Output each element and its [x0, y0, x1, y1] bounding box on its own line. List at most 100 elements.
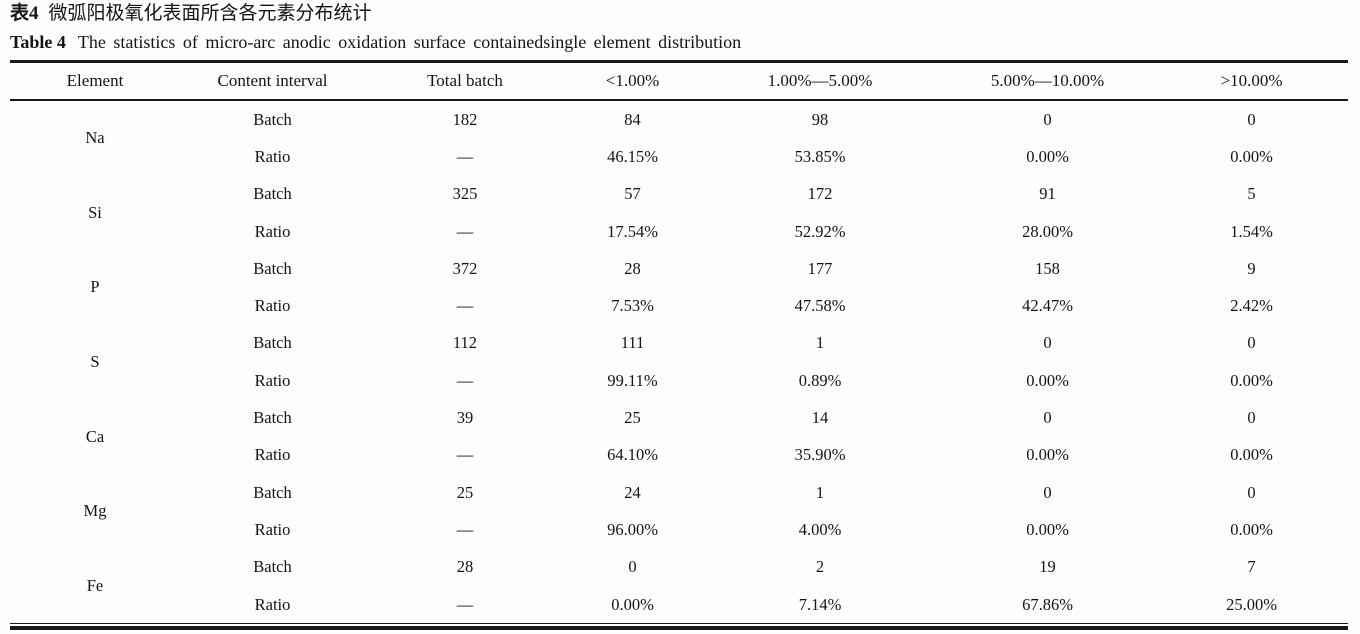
- row-type-cell-batch: Batch: [253, 333, 292, 353]
- batch-value-cell-1: 24: [624, 482, 641, 502]
- ratio-value-cell-3: 0.00%: [1026, 370, 1069, 390]
- batch-value-cell-1: 25: [624, 408, 641, 428]
- batch-value-cell-0: 25: [456, 482, 474, 502]
- batch-row-Mg: Mg Batch 25 24 1 0 0: [10, 474, 1348, 521]
- row-type-cell-ratio: Ratio: [254, 370, 291, 390]
- batch-value-cell-4: 9: [1247, 258, 1256, 278]
- column-header-1-5pct: 1.00%—5.00%: [700, 61, 940, 101]
- batch-value-cell-3: 0: [1043, 109, 1052, 129]
- batch-value-cell-4: 7: [1247, 557, 1256, 577]
- batch-value-cell-0: 325: [452, 184, 478, 204]
- ratio-row-Si: Ratio — 17.54% 52.92% 28.00% 1.54%: [10, 213, 1348, 250]
- table-caption-english: Table 4 The statistics of micro-arc anodi…: [10, 30, 741, 54]
- batch-value-cell-2: 172: [807, 184, 833, 204]
- ratio-value-cell-3: 0.00%: [1026, 445, 1069, 465]
- batch-value-cell-3: 19: [1039, 557, 1056, 577]
- batch-value-cell-1: 57: [624, 184, 641, 204]
- ratio-value-cell-0: —: [456, 594, 474, 614]
- batch-value-cell-1: 111: [620, 333, 645, 353]
- ratio-value-cell-4: 0.00%: [1230, 370, 1273, 390]
- ratio-value-cell-2: 47.58%: [794, 296, 846, 316]
- ratio-value-cell-4: 2.42%: [1230, 296, 1273, 316]
- batch-value-cell-0: 28: [456, 557, 474, 577]
- ratio-row-Mg: Ratio — 96.00% 4.00% 0.00% 0.00%: [10, 511, 1348, 548]
- ratio-value-cell-0: —: [456, 519, 474, 539]
- row-type-cell-ratio: Ratio: [254, 296, 291, 316]
- batch-value-cell-2: 1: [815, 333, 825, 353]
- ratio-value-cell-4: 0.00%: [1230, 146, 1273, 166]
- ratio-value-cell-3: 28.00%: [1022, 221, 1073, 241]
- batch-value-cell-4: 0: [1247, 482, 1256, 502]
- ratio-row-S: Ratio — 99.11% 0.89% 0.00% 0.00%: [10, 362, 1348, 399]
- ratio-value-cell-0: —: [456, 445, 474, 465]
- element-distribution-table: Element Content interval Total batch <1.…: [10, 60, 1348, 625]
- column-header-5-10pct: 5.00%—10.00%: [940, 61, 1155, 101]
- column-header-element: Element: [10, 61, 180, 101]
- ratio-value-cell-0: —: [456, 296, 474, 316]
- ratio-value-cell-1: 46.15%: [607, 146, 658, 166]
- ratio-value-cell-4: 0.00%: [1230, 445, 1273, 465]
- table-header: Element Content interval Total batch <1.…: [10, 61, 1348, 101]
- ratio-value-cell-2: 0.89%: [798, 370, 842, 390]
- ratio-value-cell-4: 25.00%: [1226, 594, 1277, 614]
- batch-value-cell-0: 372: [452, 258, 478, 278]
- batch-row-S: S Batch 112 111 1 0 0: [10, 325, 1348, 371]
- batch-value-cell-0: 182: [452, 109, 478, 129]
- ratio-value-cell-2: 53.85%: [794, 146, 846, 166]
- batch-value-cell-2: 14: [811, 408, 829, 428]
- ratio-row-P: Ratio — 7.53% 47.58% 42.47% 2.42%: [10, 287, 1348, 324]
- element-cell-Mg: Mg: [83, 501, 107, 521]
- batch-value-cell-1: 84: [624, 109, 641, 129]
- batch-value-cell-3: 0: [1043, 482, 1052, 502]
- ratio-value-cell-0: —: [456, 146, 474, 166]
- ratio-value-cell-2: 7.14%: [798, 594, 842, 614]
- batch-value-cell-3: 0: [1043, 408, 1052, 428]
- batch-value-cell-2: 177: [807, 258, 833, 278]
- ratio-value-cell-1: 0.00%: [611, 594, 654, 614]
- batch-value-cell-1: 28: [624, 258, 641, 278]
- ratio-row-Na: Ratio — 46.15% 53.85% 0.00% 0.00%: [10, 138, 1348, 175]
- row-type-cell-batch: Batch: [253, 184, 292, 204]
- row-type-cell-batch: Batch: [253, 258, 292, 278]
- ratio-value-cell-1: 96.00%: [607, 519, 658, 539]
- ratio-value-cell-3: 0.00%: [1026, 146, 1069, 166]
- ratio-row-Ca: Ratio — 64.10% 35.90% 0.00% 0.00%: [10, 437, 1348, 474]
- ratio-value-cell-0: —: [456, 370, 474, 390]
- column-header-content-interval: Content interval: [180, 61, 365, 101]
- row-type-cell-ratio: Ratio: [254, 445, 291, 465]
- element-cell-Na: Na: [85, 128, 105, 148]
- table-caption-chinese-label: 表4: [10, 3, 39, 24]
- batch-value-cell-2: 98: [811, 109, 829, 129]
- ratio-value-cell-2: 4.00%: [798, 519, 842, 539]
- element-cell-Ca: Ca: [85, 426, 105, 446]
- ratio-value-cell-0: —: [456, 221, 474, 241]
- column-header-lt-1pct: <1.00%: [565, 61, 700, 101]
- row-type-cell-ratio: Ratio: [254, 146, 291, 166]
- batch-row-Fe: Fe Batch 28 0 2 19 7: [10, 549, 1348, 595]
- table-caption-english-label: Table 4: [10, 32, 66, 52]
- batch-value-cell-1: 0: [628, 557, 637, 577]
- batch-value-cell-3: 0: [1043, 333, 1052, 353]
- ratio-value-cell-4: 0.00%: [1230, 519, 1273, 539]
- batch-value-cell-4: 0: [1247, 109, 1256, 129]
- ratio-value-cell-1: 7.53%: [611, 296, 654, 316]
- ratio-value-cell-1: 17.54%: [607, 221, 658, 241]
- ratio-row-Fe: Ratio — 0.00% 7.14% 67.86% 25.00%: [10, 586, 1348, 624]
- batch-value-cell-0: 39: [456, 408, 474, 428]
- column-header-total-batch: Total batch: [365, 61, 565, 101]
- batch-value-cell-3: 91: [1039, 184, 1056, 204]
- row-type-cell-ratio: Ratio: [254, 221, 291, 241]
- ratio-value-cell-1: 64.10%: [607, 445, 658, 465]
- table-bottom-rule: [10, 626, 1348, 630]
- table-caption-chinese: 表4 微弧阳极氧化表面所含各元素分布统计: [10, 2, 372, 26]
- batch-value-cell-4: 0: [1247, 408, 1256, 428]
- ratio-value-cell-2: 52.92%: [794, 221, 846, 241]
- batch-value-cell-3: 158: [1035, 258, 1060, 278]
- column-header-gt-10pct: >10.00%: [1155, 61, 1348, 101]
- ratio-value-cell-3: 67.86%: [1022, 594, 1073, 614]
- header-row: Element Content interval Total batch <1.…: [10, 61, 1348, 101]
- row-type-cell-ratio: Ratio: [254, 519, 291, 539]
- table-body: Na Batch 182 84 98 0 0 Ratio — 46.15% 53.85% 0.00% 0…: [10, 100, 1348, 624]
- ratio-value-cell-1: 99.11%: [607, 370, 658, 390]
